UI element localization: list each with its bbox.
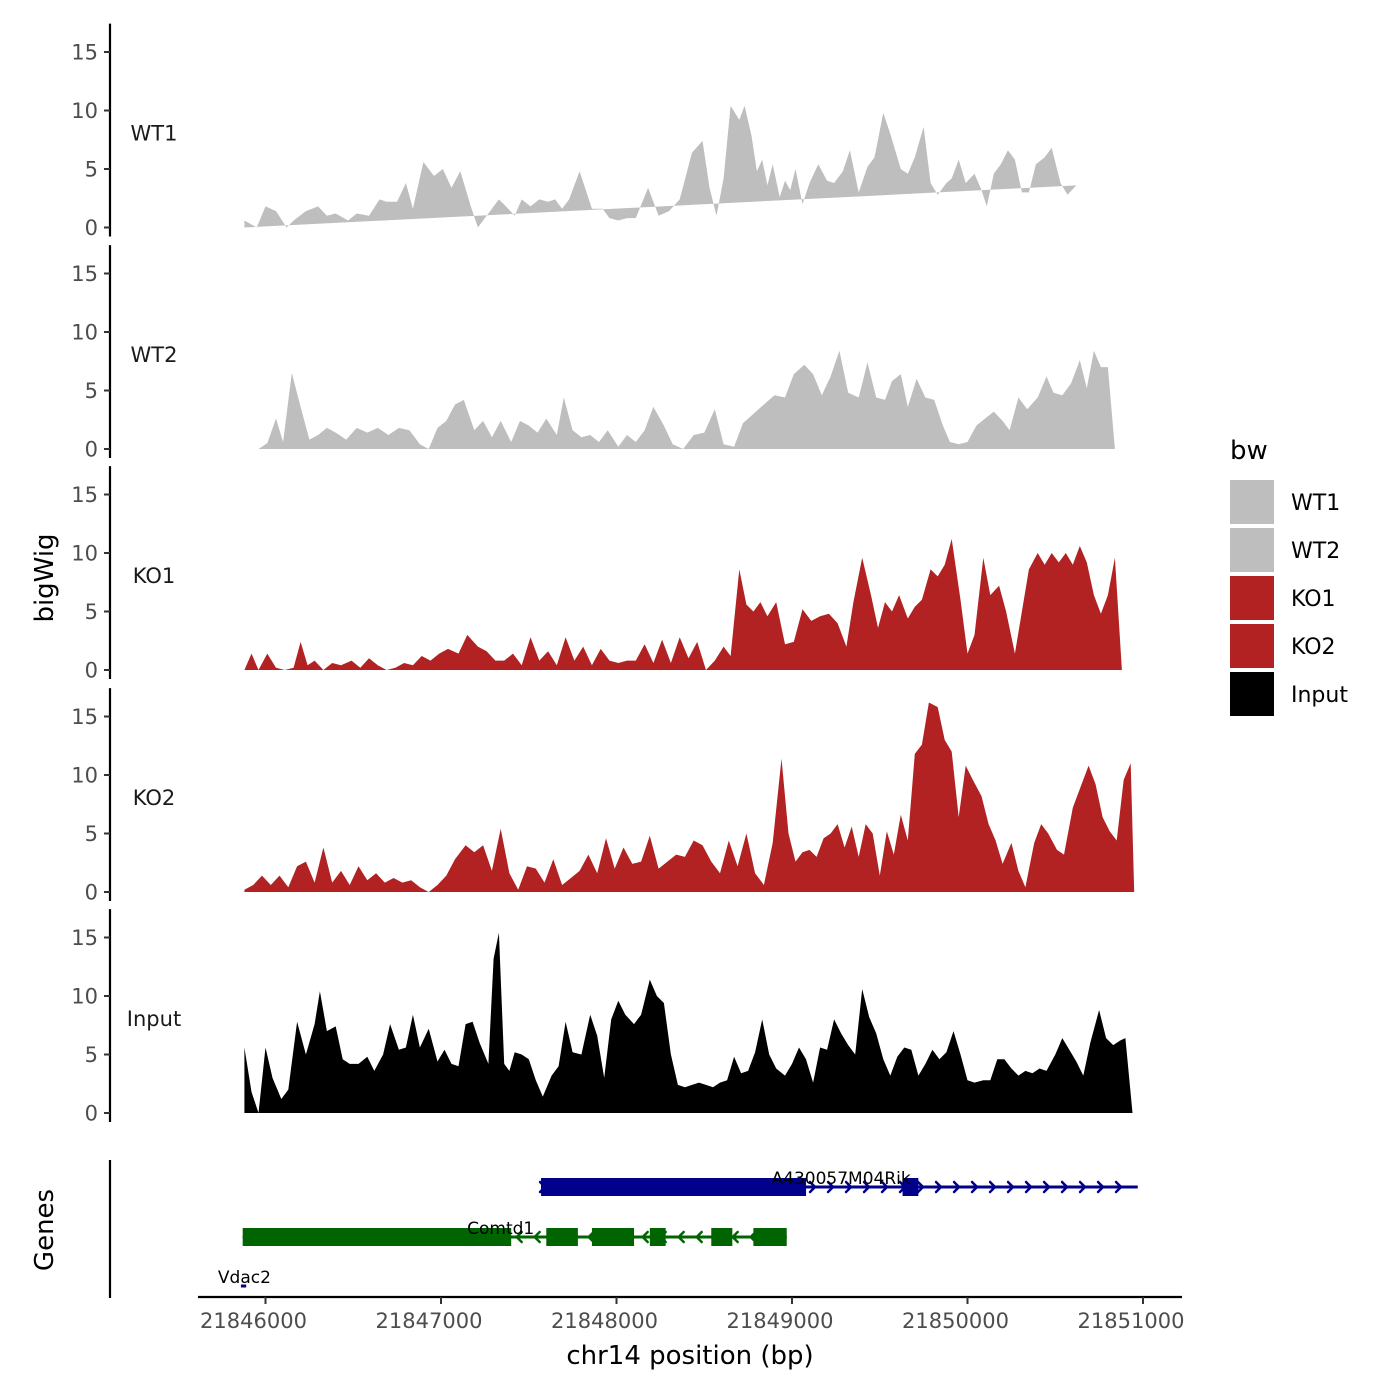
coverage-area-wt2 (258, 350, 1115, 449)
gene-exon (902, 1178, 919, 1196)
y-tick-label: 5 (85, 379, 98, 403)
strand-chevron (1042, 1180, 1051, 1194)
track-ko1: 0 5 10 15 KO1 (71, 466, 1136, 683)
gene-label: A430057M04Rik (772, 1169, 911, 1189)
track-ko2: 0 5 10 15 KO2 (71, 688, 1136, 905)
legend-key-ko2 (1230, 624, 1274, 668)
x-axis: 21846000 21847000 21848000 21849000 21850000… (198, 1295, 1185, 1333)
legend-label-wt2: WT2 (1291, 539, 1340, 564)
gene-comtd1: Comtd1 (242, 1219, 787, 1246)
legend-key-input (1230, 672, 1274, 716)
y-tick-label: 15 (71, 262, 98, 286)
strand-chevron (730, 1230, 739, 1244)
strand-chevron (1078, 1180, 1087, 1194)
strand-chevron (934, 1180, 943, 1194)
y-tick-label: 10 (71, 321, 98, 345)
track-label: KO1 (133, 564, 176, 588)
coverage-tracks: 0 5 10 15 WT1 0 5 10 15 WT2 0 5 10 15 KO1 0 5 10 15 KO2 0 5 10… (71, 23, 1136, 1126)
legend: bw WT1 WT2 KO1 KO2 Input (1230, 436, 1348, 716)
strand-chevron (952, 1180, 961, 1194)
y-tick-label: 15 (71, 926, 98, 950)
strand-chevron (694, 1230, 703, 1244)
y-tick-label: 0 (85, 216, 98, 240)
x-tick-label: 21848000 (551, 1309, 658, 1333)
y-tick-label: 15 (71, 41, 98, 65)
strand-chevron (532, 1230, 541, 1244)
x-tick-label: 21849000 (727, 1309, 834, 1333)
legend-entries: WT1 WT2 KO1 KO2 Input (1230, 480, 1348, 716)
gene-exon (649, 1228, 666, 1246)
strand-chevron (514, 1230, 523, 1244)
strand-chevron (1006, 1180, 1015, 1194)
strand-chevron (988, 1180, 997, 1194)
gene-exon (591, 1228, 635, 1246)
y-tick-label: 10 (71, 99, 98, 123)
x-tick-label: 21846000 (200, 1309, 307, 1333)
strand-chevron (916, 1180, 925, 1194)
strand-chevron (970, 1180, 979, 1194)
strand-chevron (808, 1180, 817, 1194)
y-tick-label: 5 (85, 1043, 98, 1067)
coverage-area-wt1 (244, 105, 1077, 228)
track-wt2: 0 5 10 15 WT2 (71, 245, 1115, 462)
gene-a430057m04rik: A430057M04Rik (538, 1169, 1138, 1196)
y-tick-label: 5 (85, 158, 98, 182)
y-tick-label: 15 (71, 705, 98, 729)
legend-label-input: Input (1291, 683, 1348, 708)
x-tick-label: 21847000 (376, 1309, 483, 1333)
x-tick-label: 21851000 (1078, 1309, 1185, 1333)
legend-title: bw (1230, 436, 1268, 466)
y-tick-label: 0 (85, 659, 98, 683)
strand-chevron (1060, 1180, 1069, 1194)
legend-label-ko1: KO1 (1291, 587, 1336, 612)
gene-exon (541, 1178, 807, 1196)
coverage-area-ko1 (244, 539, 1136, 670)
strand-chevron (844, 1180, 853, 1194)
gene-label: Vdac2 (218, 1268, 271, 1288)
track-label: WT2 (131, 343, 178, 367)
y-tick-label: 10 (71, 542, 98, 566)
y-tick-label: 0 (85, 1102, 98, 1126)
coverage-area-input (244, 932, 1136, 1113)
y-tick-label: 0 (85, 438, 98, 462)
strand-chevron (880, 1180, 889, 1194)
y-tick-label: 10 (71, 764, 98, 788)
genes-panel: A430057M04Rik Comtd1 Vdac2 (108, 1160, 1138, 1298)
track-label: Input (127, 1007, 181, 1031)
legend-key-ko1 (1230, 576, 1274, 620)
legend-key-wt1 (1230, 480, 1274, 524)
strand-chevron (862, 1180, 871, 1194)
track-label: KO2 (133, 786, 176, 810)
legend-label-ko2: KO2 (1291, 635, 1336, 660)
y-tick-label: 5 (85, 822, 98, 846)
y-axis-title: bigWig (30, 533, 60, 622)
gene-exon (242, 1228, 512, 1246)
y-tick-label: 5 (85, 600, 98, 624)
track-label: WT1 (131, 122, 178, 146)
track-input: 0 5 10 15 Input (71, 909, 1136, 1126)
genes-axis-title: Genes (30, 1189, 60, 1271)
legend-key-wt2 (1230, 528, 1274, 572)
gene-label: Comtd1 (467, 1219, 534, 1239)
strand-chevron (1096, 1180, 1105, 1194)
strand-chevron (640, 1230, 649, 1244)
gene-vdac2: Vdac2 (218, 1268, 271, 1288)
y-tick-label: 10 (71, 985, 98, 1009)
legend-label-wt1: WT1 (1291, 491, 1340, 516)
gene-exon (711, 1228, 733, 1246)
x-axis-title: chr14 position (bp) (566, 1341, 813, 1371)
gene-exon (753, 1228, 787, 1246)
coverage-area-ko2 (244, 702, 1136, 892)
gene-exon (546, 1228, 578, 1246)
track-wt1: 0 5 10 15 WT1 (71, 23, 1077, 240)
y-tick-label: 15 (71, 483, 98, 507)
strand-chevron (676, 1230, 685, 1244)
strand-chevron (826, 1180, 835, 1194)
strand-chevron (1024, 1180, 1033, 1194)
y-tick-label: 0 (85, 881, 98, 905)
strand-chevron (1114, 1180, 1123, 1194)
x-tick-label: 21850000 (902, 1309, 1009, 1333)
